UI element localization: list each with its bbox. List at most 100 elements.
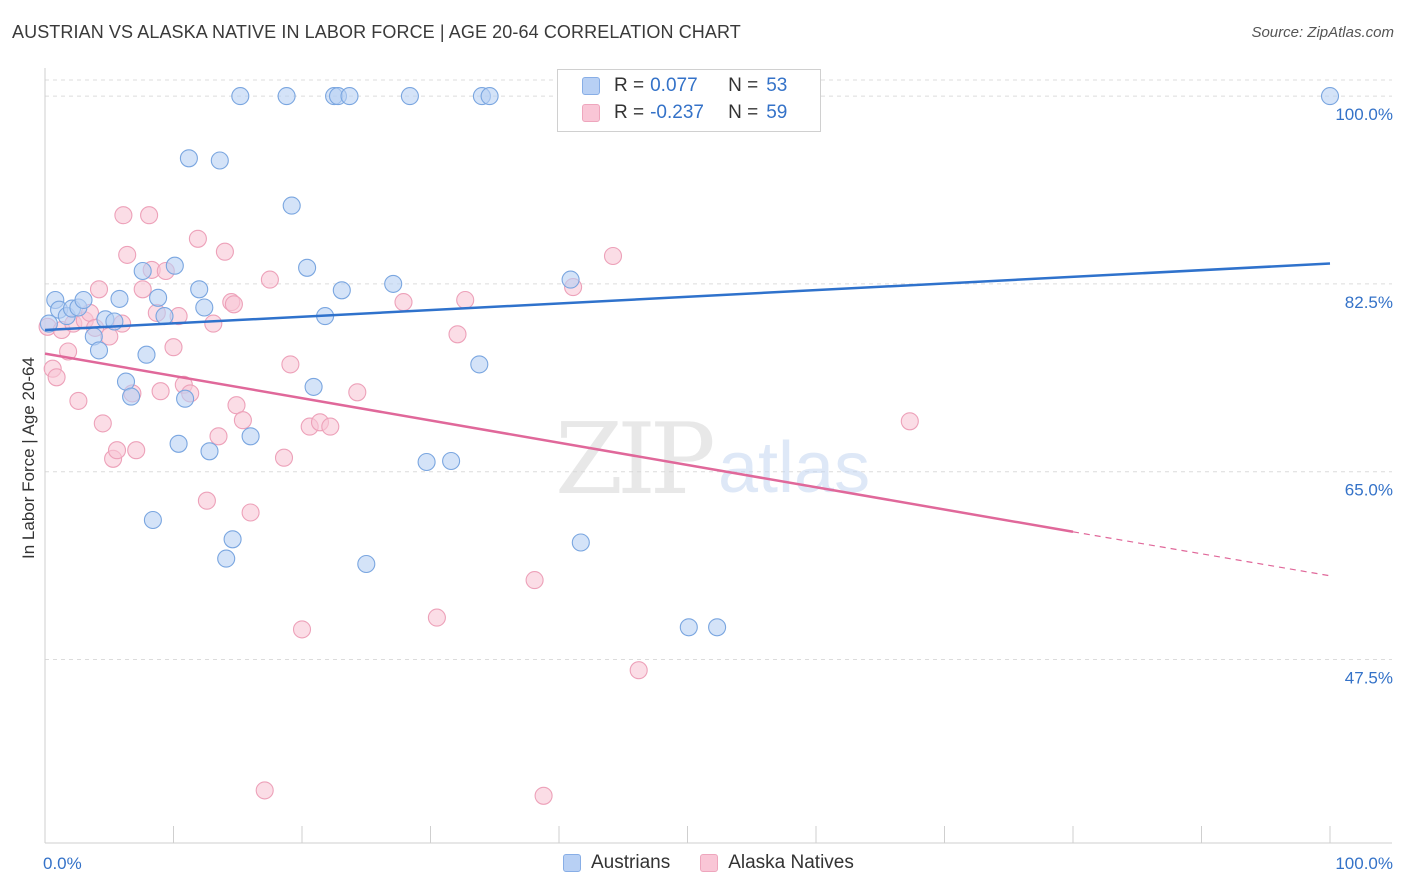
austrian-point [304,377,323,396]
axis-layer [44,68,1392,844]
legend-n-value: 53 [766,75,788,96]
austrian-point [298,258,317,277]
grid-layer [45,79,1392,660]
alaska-native-point [209,427,228,446]
austrian-point [89,341,109,360]
austrian-point [561,270,580,289]
alaska-native-point [534,786,553,805]
austrians-points [39,87,1340,637]
y-tick-label: 65.0% [1345,481,1393,500]
alaska-native-point [260,270,279,289]
alaska-native-point [188,229,207,248]
austrian-point [277,87,296,106]
alaska-native-point [348,383,367,402]
austrian-point [179,149,198,168]
austrian-point [200,442,219,461]
legend-row-alaska-natives: R = -0.237 N = 59 [582,101,787,125]
legend-r-value: 0.077 [650,75,698,96]
alaska-natives-swatch [582,104,600,122]
legend-r-label: R = [614,102,645,123]
alaska-native-point [93,414,112,433]
legend-label-alaska-natives: Alaska Natives [728,852,854,873]
trend-lines [44,262,1331,577]
legend-n-label: N = [728,102,759,123]
austrian-point [116,372,136,391]
alaska-native-point [69,391,88,410]
watermark-atlas: atlas [718,428,870,508]
alaska-native-point [100,327,119,346]
austrian-point [241,427,260,446]
austrian-point [480,87,499,106]
alaska-native-point [233,411,252,430]
legend-item-austrians[interactable]: Austrians [563,852,670,874]
austrian-point [357,554,376,574]
alaska-native-point [140,206,159,225]
stats-legend: R = 0.077 N = 53 R = -0.237 N = 59 [557,69,821,132]
austrian-point [384,274,403,293]
y-tick-label: 47.5% [1345,668,1393,687]
source-label: Source: ZipAtlas.com [1251,24,1394,41]
alaska-native-point [525,571,544,590]
alaska-native-point [47,368,66,387]
austrian-point [708,618,727,637]
alaska-native-point [321,417,340,436]
legend-row-austrians: R = 0.077 N = 53 [582,74,787,98]
alaska-native-point [281,355,300,374]
legend-label-austrians: Austrians [591,852,671,873]
y-tick-label: 82.5% [1345,293,1393,312]
austrian-point [210,151,229,170]
alaska-native-point [394,293,413,312]
alaska-native-point [114,206,133,225]
austrian-point [400,87,419,106]
legend-r-value: -0.237 [650,102,704,123]
austrian-point [1320,87,1340,106]
austrian-point [169,434,188,453]
austrian-point [470,355,489,374]
alaska-native-point [164,338,183,357]
alaska-native-point [127,441,146,460]
austrian-point [282,196,301,215]
austrian-point [340,87,359,106]
legend-n-label: N = [728,75,759,96]
austrians-swatch [582,77,600,95]
austrian-point [176,389,195,408]
austrian-point [231,87,250,106]
alaska-native-point [241,503,260,522]
alaska-native-point [118,245,137,264]
x-tick-label-end: 100.0% [1335,854,1393,873]
alaska-native-point [204,314,223,333]
austrian-point [442,451,461,471]
austrian-point [417,452,436,472]
alaska-native-point [133,280,152,299]
watermark: ZIP atlas [555,403,870,517]
austrian-point [39,314,58,333]
legend-r-label: R = [614,75,645,96]
austrian-point [122,387,141,406]
alaska-native-point [292,620,312,639]
alaska-natives-trend-line [44,352,1074,534]
alaska-natives-swatch [700,854,719,872]
alaska-native-point [900,412,919,431]
alaska-native-point [107,441,127,460]
axis-labels: 47.5% 65.0% 82.5% 100.0% 0.0% 100.0% In Labor … [19,105,1393,873]
y-axis-title: In Labor Force | Age 20-64 [19,357,38,559]
legend-item-alaska-natives[interactable]: Alaska Natives [700,852,854,874]
austrian-point [190,280,209,299]
chart-title: AUSTRIAN VS ALASKA NATIVE IN LABOR FORCE… [12,22,741,42]
series-legend: Austrians Alaska Natives [563,852,884,874]
austrian-point [165,256,184,275]
alaska-natives-trend-extension [1072,531,1331,577]
austrian-point [195,298,214,317]
alaska-native-point [227,396,246,415]
austrian-point [137,345,156,364]
y-tick-label: 100.0% [1335,105,1393,124]
austrian-point [217,549,236,568]
austrians-swatch [563,854,581,872]
alaska-native-point [215,242,234,261]
alaska-native-point [197,491,216,510]
austrian-point [149,288,168,307]
austrian-point [143,510,162,530]
austrian-point [223,530,242,549]
alaska-native-point [89,280,109,299]
